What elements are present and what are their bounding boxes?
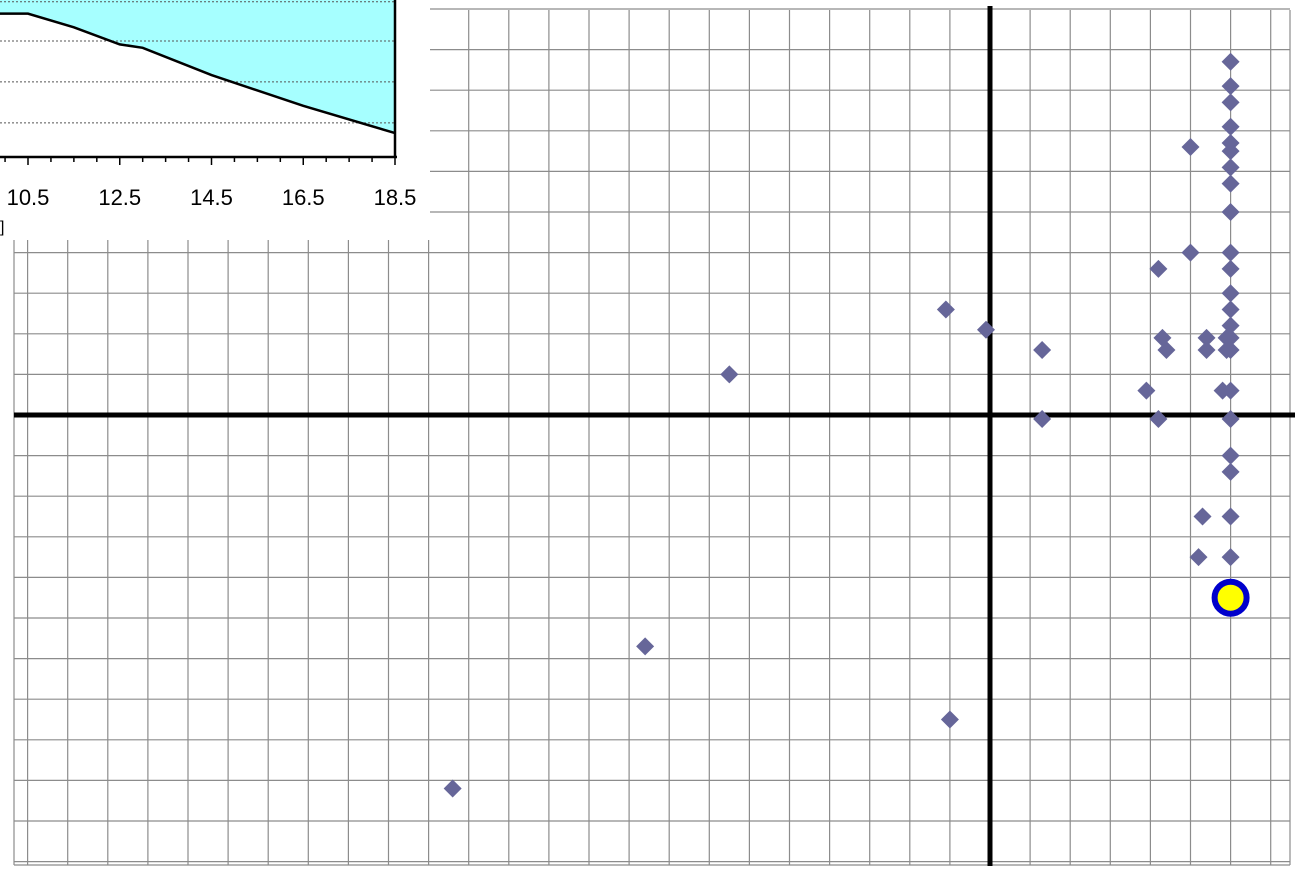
scatter-point <box>1149 410 1168 429</box>
scatter-points <box>443 52 1240 798</box>
inset-x-tick-label: 14.5 <box>190 185 233 210</box>
scatter-point <box>1221 410 1240 429</box>
scatter-point <box>443 779 462 798</box>
scatter-point <box>1221 300 1240 319</box>
scatter-point <box>1197 341 1216 360</box>
scatter-point <box>1221 174 1240 193</box>
inset-plot-frame <box>0 0 397 159</box>
scatter-point <box>1221 446 1240 465</box>
scatter-point <box>936 300 955 319</box>
inset-area-shape <box>0 0 395 134</box>
scatter-point <box>1221 243 1240 262</box>
highlight-marker-group <box>1211 578 1250 617</box>
scatter-point <box>1197 328 1216 347</box>
inset-x-tick-label: 18.5 <box>374 185 417 210</box>
scatter-point <box>1221 462 1240 481</box>
inset-area-fill <box>0 0 395 134</box>
scatter-point <box>1033 410 1052 429</box>
inset-axis-unit-fragment: ] <box>0 219 4 236</box>
inset-x-tick-label: 10.5 <box>7 185 50 210</box>
inset-gridlines <box>0 1 395 124</box>
scatter-point <box>1217 341 1236 360</box>
scatter-point <box>1221 117 1240 136</box>
inset-x-ticks <box>4 157 396 165</box>
scatter-axes <box>14 6 1295 866</box>
scatter-point <box>1221 284 1240 303</box>
scatter-point <box>1221 142 1240 161</box>
scatter-point <box>1221 203 1240 221</box>
scatter-point <box>976 320 995 339</box>
scatter-point <box>1221 548 1240 567</box>
highlight-point <box>1211 578 1250 617</box>
scatter-point <box>940 710 959 729</box>
inset-x-tick-labels: 10.5 12.5 14.5 16.5 18.5 <box>7 185 417 210</box>
inset-x-tick-label: 12.5 <box>98 185 141 210</box>
scatter-point <box>1189 548 1208 567</box>
scatter-point <box>1221 158 1240 177</box>
scatter-point <box>1153 328 1172 347</box>
scatter-point <box>720 365 739 384</box>
scatter-point <box>1221 259 1240 278</box>
scatter-point <box>1137 381 1156 400</box>
scatter-point <box>1193 507 1212 526</box>
scatter-point <box>1221 93 1240 112</box>
inset-series-line <box>0 12 396 135</box>
inset-area-chart: 10.5 12.5 14.5 16.5 18.5 ] <box>0 0 430 240</box>
scatter-point <box>1149 259 1168 278</box>
inset-x-tick-label: 16.5 <box>282 185 325 210</box>
inset-line-path <box>0 12 396 135</box>
scatter-point <box>1217 328 1236 347</box>
scatter-point <box>636 637 655 656</box>
scatter-point <box>1221 77 1240 96</box>
scatter-point <box>1213 381 1232 400</box>
scatter-point <box>1221 507 1240 526</box>
scatter-point <box>1181 243 1200 262</box>
scatter-point <box>1033 341 1052 360</box>
scatter-point <box>1221 52 1240 71</box>
scatter-point <box>1181 138 1200 157</box>
